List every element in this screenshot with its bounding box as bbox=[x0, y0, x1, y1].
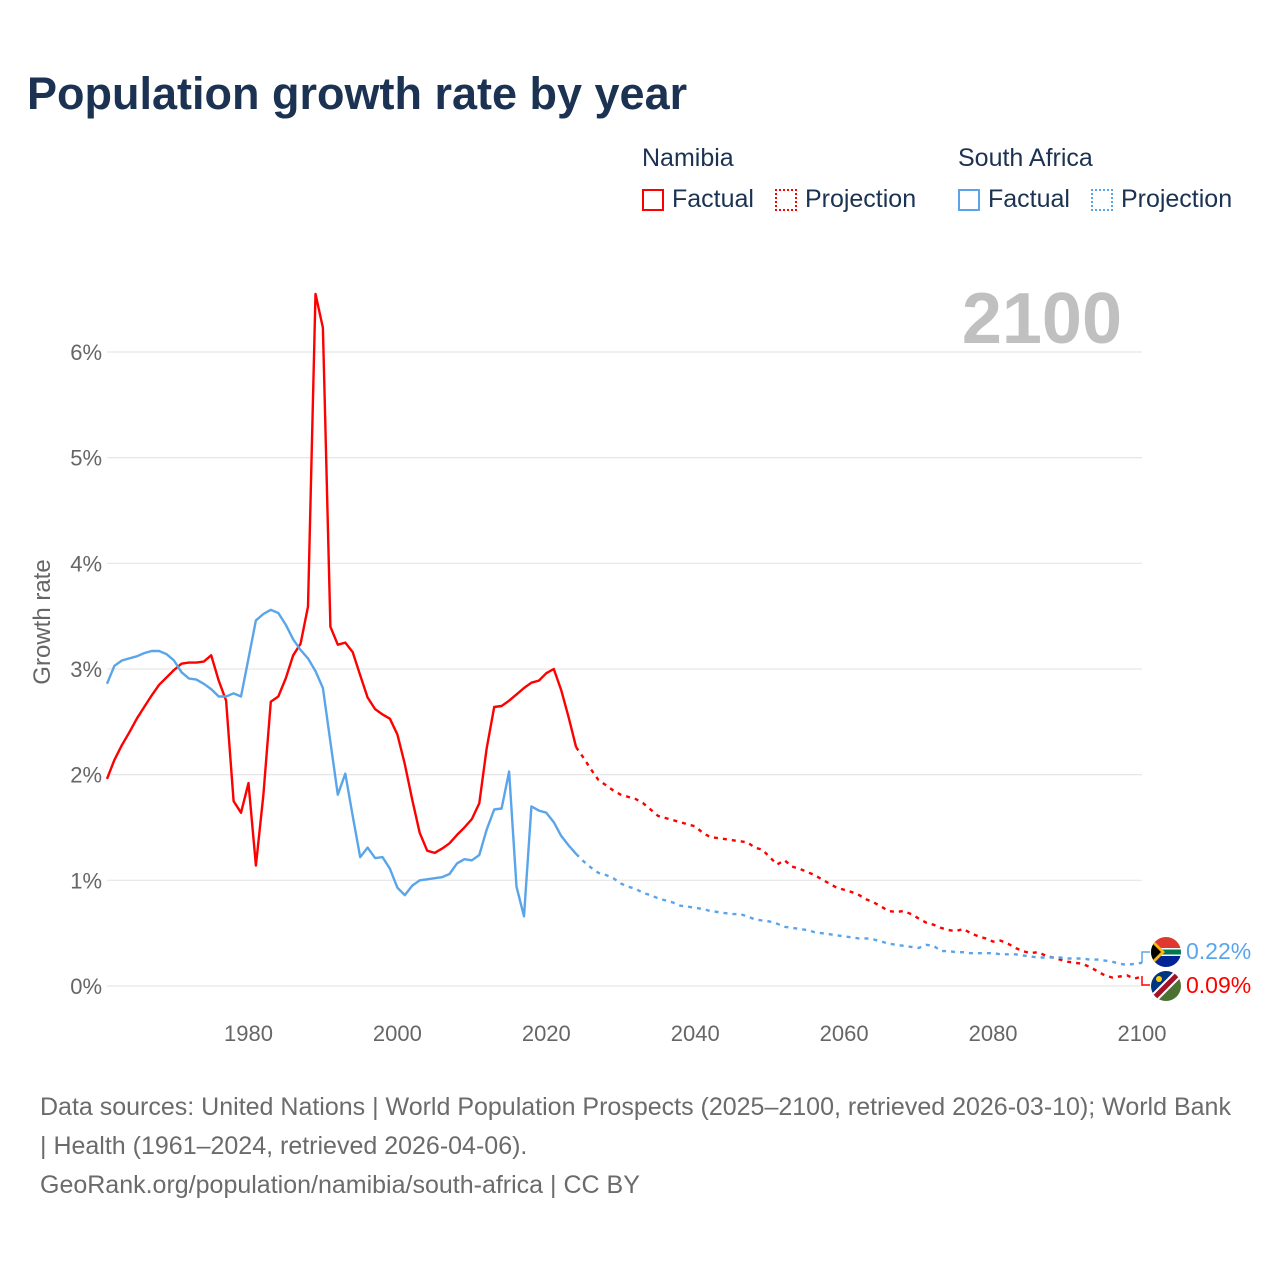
legend-label: Factual bbox=[672, 185, 754, 213]
legend-namibia-factual[interactable]: Factual bbox=[642, 185, 754, 214]
x-tick-label: 2020 bbox=[522, 1021, 571, 1046]
legend-south-africa-projection[interactable]: Projection bbox=[1090, 185, 1233, 214]
x-tick-label: 1980 bbox=[224, 1021, 273, 1046]
legend-label: Projection bbox=[804, 185, 917, 213]
sa-end-connector bbox=[1141, 951, 1150, 963]
south-africa-factual-line bbox=[105, 608, 578, 918]
series-lines bbox=[105, 292, 1143, 980]
legend-south-africa: South Africa Factual Projection bbox=[958, 144, 1232, 218]
legend-swatch bbox=[958, 188, 980, 211]
x-tick-label: 2100 bbox=[1118, 1021, 1167, 1046]
namibia-flag-icon bbox=[1151, 971, 1181, 1001]
y-axis-ticks: 0% 1% 2% 3% 4% 5% 6% bbox=[70, 340, 102, 999]
legend-swatch bbox=[774, 188, 797, 211]
namibia-projection-line bbox=[575, 746, 1143, 980]
data-sources: Data sources: United Nations | World Pop… bbox=[40, 1093, 1231, 1160]
x-axis-ticks: 1980 2000 2020 2040 2060 2080 2100 bbox=[224, 1021, 1166, 1046]
legend-label: Factual bbox=[988, 185, 1070, 213]
namibia-factual-line bbox=[105, 292, 578, 867]
legend-label: Projection bbox=[1120, 185, 1233, 213]
x-tick-label: 2040 bbox=[671, 1021, 720, 1046]
chart-title: Population growth rate by year bbox=[27, 68, 688, 119]
x-tick-label: 2080 bbox=[969, 1021, 1018, 1046]
y-tick-label: 5% bbox=[70, 446, 102, 471]
credit-link[interactable]: GeoRank.org/population/namibia/south-afr… bbox=[40, 1171, 640, 1199]
y-axis-label: Growth rate bbox=[29, 559, 56, 684]
current-year-label: 2100 bbox=[961, 279, 1122, 359]
footer: Data sources: United Nations | World Pop… bbox=[40, 1088, 1240, 1205]
y-tick-label: 0% bbox=[70, 974, 102, 999]
legend-group-label: South Africa bbox=[958, 144, 1093, 172]
south-africa-end-label: 0.22% bbox=[1186, 938, 1251, 964]
legend-group-label: Namibia bbox=[642, 144, 734, 172]
namibia-end-label: 0.09% bbox=[1186, 972, 1251, 998]
south-africa-flag-icon bbox=[1151, 937, 1181, 967]
south-africa-projection-line bbox=[575, 853, 1143, 967]
y-tick-label: 2% bbox=[70, 763, 102, 788]
legend-south-africa-factual[interactable]: Factual bbox=[958, 185, 1070, 214]
gridlines bbox=[107, 351, 1142, 987]
line-chart: 0% 1% 2% 3% 4% 5% 6% 1980 2000 2020 2040 2060 2080 2… bbox=[29, 292, 1251, 1046]
legend-namibia: Namibia Factual Projection bbox=[642, 144, 930, 218]
y-tick-label: 4% bbox=[70, 551, 102, 576]
y-tick-label: 6% bbox=[70, 340, 102, 365]
namibia-end-connector bbox=[1141, 976, 1150, 986]
x-tick-label: 2000 bbox=[373, 1021, 422, 1046]
legend-namibia-projection[interactable]: Projection bbox=[774, 185, 917, 214]
legend-swatch bbox=[1090, 188, 1113, 211]
legend-swatch bbox=[642, 188, 664, 211]
y-tick-label: 3% bbox=[70, 657, 102, 682]
x-tick-label: 2060 bbox=[820, 1021, 869, 1046]
y-tick-label: 1% bbox=[70, 868, 102, 893]
